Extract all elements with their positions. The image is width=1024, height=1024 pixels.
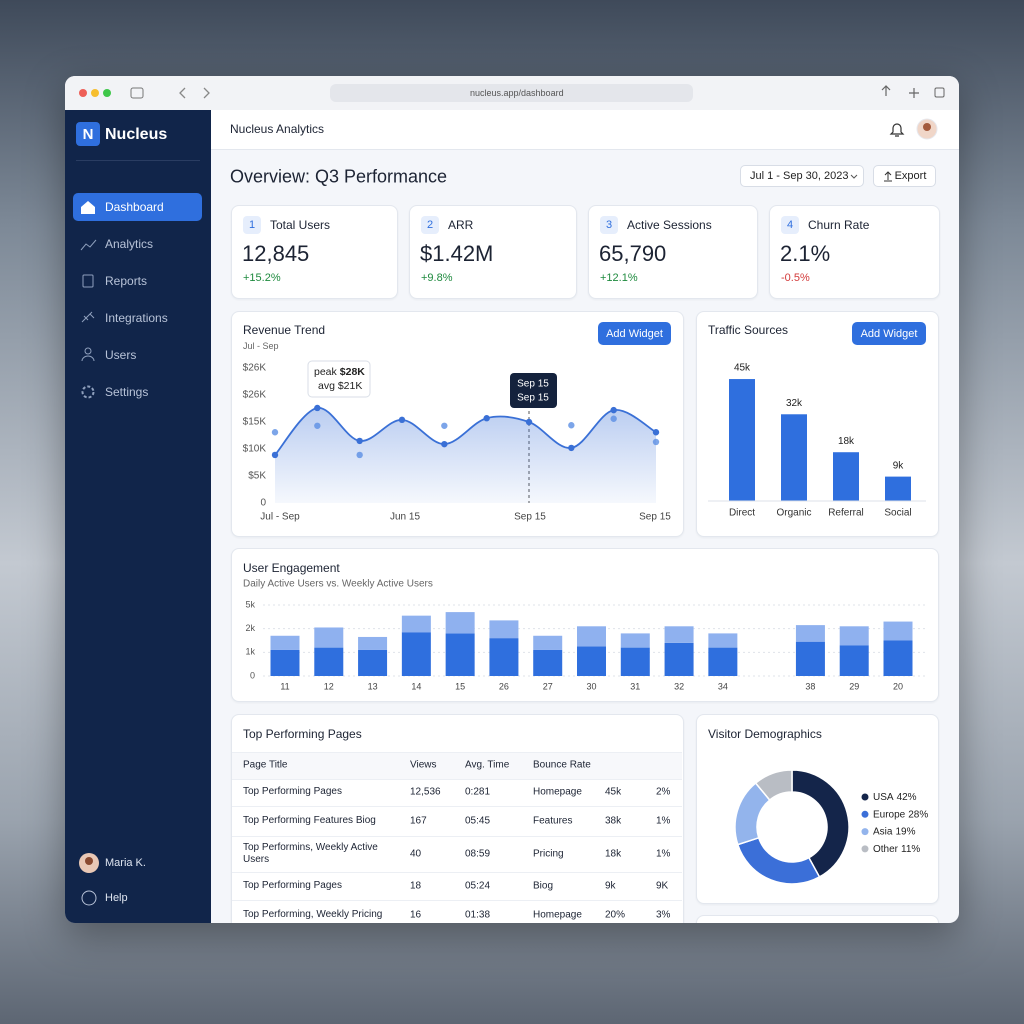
kpi-value: $1.42M bbox=[420, 241, 494, 266]
table-cell: 12,536 bbox=[410, 786, 441, 798]
url-text: nucleus.app/dashboard bbox=[470, 88, 564, 98]
card-title: Top Performing Pages bbox=[243, 727, 362, 741]
table-cell: Homepage bbox=[533, 909, 582, 921]
table-cell: 18k bbox=[605, 848, 622, 860]
help[interactable]: Help bbox=[105, 892, 128, 904]
table-cell: 9k bbox=[605, 880, 616, 892]
table-cell: 08:59 bbox=[465, 848, 491, 860]
card bbox=[696, 915, 939, 923]
table-header-cell: Bounce Rate bbox=[533, 759, 591, 771]
table-cell: 3% bbox=[656, 909, 671, 921]
nav-item[interactable]: Dashboard bbox=[105, 200, 164, 214]
table-cell: 05:45 bbox=[465, 815, 491, 827]
card-title: Visitor Demographics bbox=[708, 727, 822, 741]
table-cell: 0:281 bbox=[465, 786, 491, 798]
logo: N bbox=[76, 122, 100, 146]
kpi-index: 2 bbox=[421, 216, 439, 234]
row-divider bbox=[232, 900, 682, 901]
table-cell: 38k bbox=[605, 815, 622, 827]
table-header-cell: Views bbox=[410, 759, 437, 771]
card-title: Traffic Sources bbox=[708, 323, 789, 337]
date-range[interactable]: Jul 1 - Sep 30, 2023 bbox=[740, 165, 864, 187]
table-cell: 9K bbox=[656, 880, 669, 892]
nav-item[interactable]: Reports bbox=[105, 274, 148, 288]
kpi-value: 12,845 bbox=[242, 241, 310, 266]
header-title: Nucleus Analytics bbox=[230, 122, 325, 136]
table-cell: Features bbox=[533, 815, 573, 827]
kpi-label: Churn Rate bbox=[808, 218, 870, 232]
table-cell: 16 bbox=[410, 909, 422, 921]
button-text: Add Widget bbox=[860, 327, 918, 340]
kpi-change: +15.2% bbox=[243, 272, 281, 284]
table-cell: 40 bbox=[410, 848, 422, 860]
button-text: Add Widget bbox=[606, 327, 663, 340]
export-button[interactable]: Export bbox=[873, 165, 936, 187]
card-title: Revenue Trend bbox=[243, 323, 326, 337]
table-cell: 05:24 bbox=[465, 880, 491, 892]
table-cell: 1% bbox=[656, 848, 671, 860]
table-cell: 20% bbox=[605, 909, 626, 921]
kpi-index: 1 bbox=[243, 216, 261, 234]
nav-item[interactable]: Analytics bbox=[105, 237, 154, 251]
date-range-text: Jul 1 - Sep 30, 2023 bbox=[750, 170, 849, 182]
page-title: Overview: Q3 Performance bbox=[230, 166, 448, 187]
row-divider bbox=[232, 836, 682, 837]
table-cell: 1% bbox=[656, 815, 671, 827]
table-card bbox=[231, 714, 684, 923]
row-divider bbox=[232, 806, 682, 807]
add-widget[interactable]: Add Widget bbox=[598, 322, 671, 345]
header bbox=[211, 110, 959, 150]
table-cell: Top Performing Pages bbox=[243, 786, 342, 797]
sidebar bbox=[65, 110, 211, 923]
add-widget[interactable]: Add Widget bbox=[852, 322, 926, 345]
url-bar[interactable] bbox=[330, 84, 693, 102]
card-subtitle: Daily Active Users vs. Weekly Active Use… bbox=[243, 578, 433, 590]
table-cell: 45k bbox=[605, 786, 622, 798]
browser-window: nucleus.app/dashboard N Nucleus Dashboar… bbox=[65, 76, 959, 923]
table-header-cell: Page Title bbox=[243, 759, 288, 771]
table-cell: Pricing bbox=[533, 848, 564, 860]
table-cell: Top Performins, Weekly Active Users bbox=[243, 842, 378, 865]
nav-item[interactable]: Integrations bbox=[105, 311, 168, 325]
kpi-index: 4 bbox=[781, 216, 799, 234]
kpi-value: 65,790 bbox=[599, 241, 667, 266]
card-subtitle: Jul - Sep bbox=[243, 341, 279, 351]
nav-item[interactable]: Settings bbox=[105, 385, 149, 399]
user-name[interactable]: Maria K. bbox=[105, 857, 146, 869]
kpi-value: 2.1% bbox=[780, 241, 831, 266]
export-text: Export bbox=[894, 170, 927, 182]
kpi-index: 3 bbox=[600, 216, 618, 234]
table-header bbox=[232, 752, 682, 780]
kpi-label: ARR bbox=[448, 218, 474, 232]
divider bbox=[76, 160, 200, 161]
table-cell: 167 bbox=[410, 815, 427, 827]
kpi-label: Total Users bbox=[270, 218, 331, 232]
table-header-cell: Avg. Time bbox=[465, 759, 510, 771]
kpi-card bbox=[409, 205, 577, 299]
kpi-change: +12.1% bbox=[600, 272, 638, 284]
kpi-change: +9.8% bbox=[421, 272, 453, 284]
table-cell: Homepage bbox=[533, 786, 582, 798]
kpi-change: -0.5% bbox=[781, 272, 810, 284]
table-cell: Top Performing Features Biog bbox=[243, 815, 376, 826]
table-cell: 01:38 bbox=[465, 909, 491, 921]
card-title: User Engagement bbox=[243, 561, 340, 575]
demographics-card bbox=[696, 714, 939, 904]
table-cell: Top Performing, Weekly Pricing bbox=[243, 909, 383, 920]
kpi-label: Active Sessions bbox=[627, 218, 712, 232]
row-divider bbox=[232, 872, 682, 873]
table-cell: Top Performing Pages bbox=[243, 880, 342, 891]
window-content: nucleus.app/dashboard N Nucleus Dashboar… bbox=[65, 76, 959, 923]
brand: Nucleus bbox=[105, 126, 168, 143]
table-cell: 18 bbox=[410, 880, 422, 892]
table-cell: Biog bbox=[533, 880, 554, 892]
table-cell: 2% bbox=[656, 786, 671, 798]
nav-item[interactable]: Users bbox=[105, 348, 137, 362]
